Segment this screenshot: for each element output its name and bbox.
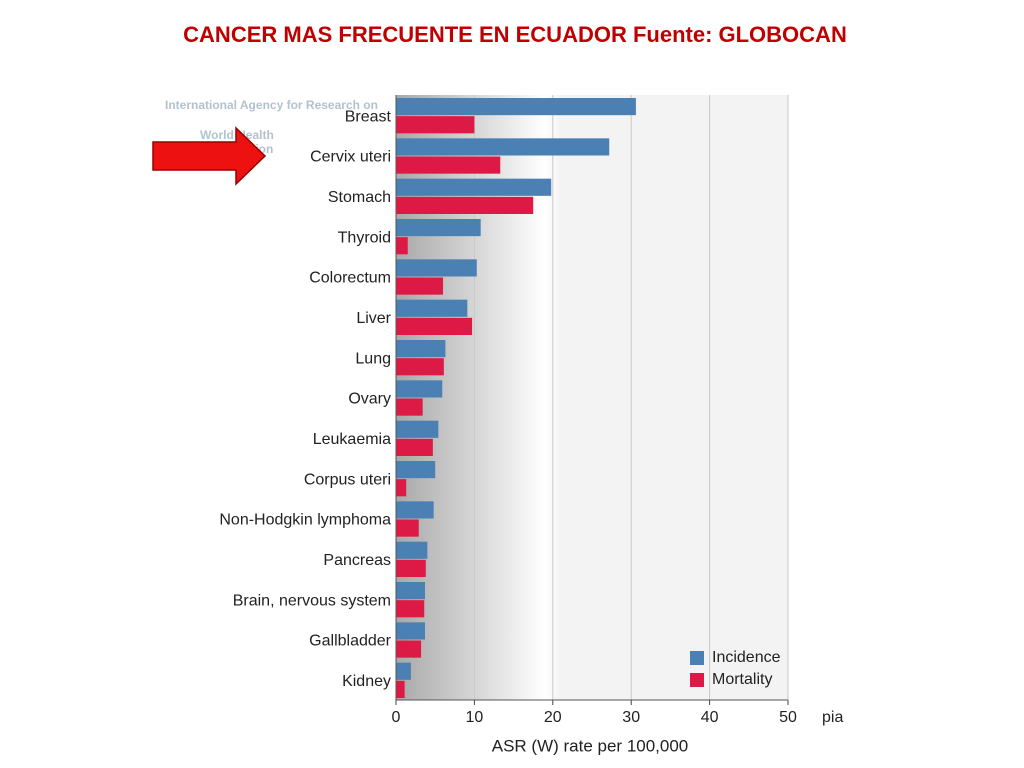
- bar: [396, 277, 444, 295]
- y-tick-label: Liver: [356, 310, 391, 327]
- bar: [396, 196, 534, 214]
- y-tick-label: Breast: [345, 108, 392, 125]
- y-tick-label: Corpus uteri: [304, 471, 391, 488]
- bar: [396, 600, 425, 618]
- bar: [396, 479, 407, 497]
- y-tick-label: Leukaemia: [313, 431, 391, 448]
- bar: [396, 219, 481, 237]
- chart-title: CANCER MAS FRECUENTE EN ECUADOR Fuente: …: [183, 22, 847, 47]
- legend-label: Incidence: [712, 649, 781, 666]
- bar: [396, 398, 423, 416]
- y-tick-label: Non-Hodgkin lymphoma: [219, 512, 391, 529]
- bar: [396, 299, 468, 317]
- bar: [396, 380, 443, 398]
- y-tick-label: Thyroid: [338, 229, 391, 246]
- bar: [396, 340, 446, 358]
- y-tick-label: Ovary: [348, 391, 391, 408]
- bar: [396, 98, 636, 116]
- logo-text: International Agency for Research on: [165, 98, 378, 112]
- y-tick-label: Gallbladder: [309, 633, 392, 650]
- legend-swatch: [690, 673, 704, 687]
- annotation: pia: [822, 709, 843, 726]
- y-tick-label: Pancreas: [323, 552, 391, 569]
- bar: [396, 317, 473, 335]
- bar: [396, 501, 434, 519]
- bar: [396, 461, 436, 479]
- bar: [396, 116, 475, 134]
- x-tick-label: 10: [466, 709, 484, 726]
- y-tick-label: Colorectum: [309, 270, 391, 287]
- bar: [396, 622, 426, 640]
- x-tick-label: 30: [622, 709, 640, 726]
- bar: [396, 519, 419, 537]
- y-tick-label: Lung: [355, 350, 391, 367]
- x-tick-label: 0: [392, 709, 401, 726]
- x-tick-label: 50: [779, 709, 797, 726]
- y-tick-label: Brain, nervous system: [233, 592, 391, 609]
- legend-swatch: [690, 651, 704, 665]
- bar: [396, 178, 552, 196]
- bar: [396, 680, 405, 698]
- bar: [396, 358, 444, 376]
- bar: [396, 138, 610, 156]
- bar: [396, 640, 422, 658]
- bar: [396, 541, 428, 559]
- x-axis-label: ASR (W) rate per 100,000: [492, 736, 689, 755]
- bar: [396, 237, 408, 255]
- y-tick-label: Cervix uteri: [310, 149, 391, 166]
- bar: [396, 662, 411, 680]
- bar: [396, 438, 433, 456]
- x-tick-label: 40: [701, 709, 719, 726]
- x-tick-label: 20: [544, 709, 562, 726]
- bar: [396, 156, 501, 174]
- bar: [396, 259, 477, 277]
- bar: [396, 420, 439, 438]
- bar: [396, 559, 426, 577]
- bar: [396, 582, 426, 600]
- y-tick-label: Stomach: [328, 189, 391, 206]
- legend-label: Mortality: [712, 671, 772, 688]
- arrow: [152, 126, 267, 186]
- y-tick-label: Kidney: [342, 673, 391, 690]
